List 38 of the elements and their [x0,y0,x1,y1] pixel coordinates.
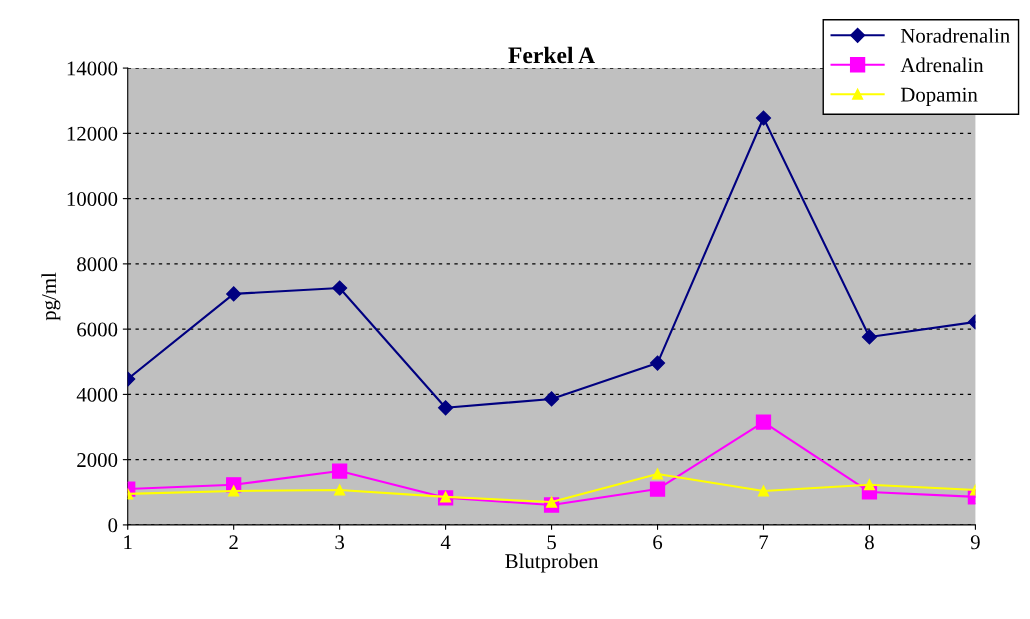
chart-title: Ferkel A [508,46,595,64]
x-tick-label: 3 [335,535,345,550]
point [757,485,770,497]
point [649,355,666,371]
point [649,481,666,497]
y-tick-label: 10000 [67,191,118,207]
x-tick-label: 4 [440,535,451,550]
y-tick-label: 12000 [67,126,118,141]
point [334,484,346,496]
y-tick-label: 14000 [67,61,118,76]
point [861,329,878,345]
legend-label: Noradrenalin [900,28,1010,43]
point [228,485,240,497]
y-tick-label: 8000 [77,257,118,272]
y-tick-label: 0 [108,518,118,533]
y-axis-title: pg/ml [41,272,61,321]
legend-label: Adrenalin [900,57,984,73]
x-tick-label: 2 [229,535,238,550]
point [651,468,664,480]
point [438,400,454,416]
point [543,391,560,407]
point [332,280,348,296]
x-tick-label: 1 [124,535,132,550]
legend-label: Dopamin [900,87,978,106]
point [332,463,348,479]
point [755,414,772,430]
x-tick-label: 5 [547,535,556,550]
point [226,286,242,302]
x-tick-label: 6 [653,535,663,550]
point [755,110,772,126]
y-tick-label: 2000 [77,453,118,468]
x-tick-label: 7 [759,535,769,550]
x-axis-title: Blutproben [505,553,599,573]
y-tick-label: 4000 [76,387,118,402]
x-tick-label: 8 [865,535,874,550]
y-tick-label: 6000 [77,322,118,337]
point [863,479,876,491]
x-tick-label: 9 [970,535,980,550]
